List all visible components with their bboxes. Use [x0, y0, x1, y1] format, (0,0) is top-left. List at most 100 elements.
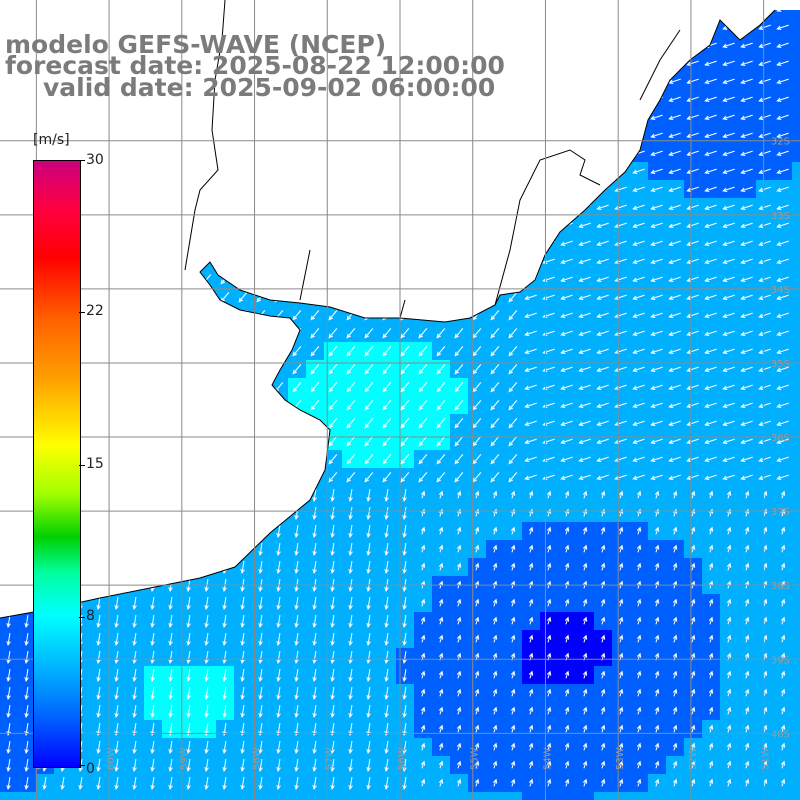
wind-arrow — [632, 222, 645, 228]
wind-arrow — [454, 328, 464, 339]
colorbar-tick: 8 — [86, 608, 95, 624]
wind-arrow — [328, 328, 338, 339]
wind-arrow — [22, 292, 32, 303]
wind-arrow — [292, 166, 302, 177]
wind-arrow — [578, 348, 591, 354]
wind-arrow — [382, 472, 392, 483]
wind-arrow — [614, 60, 627, 66]
wind-arrow — [348, 596, 353, 611]
wind-arrow — [238, 454, 248, 465]
wind-arrow — [596, 312, 609, 318]
wind-arrow — [112, 274, 122, 285]
valid-date: valid date: 2025-09-02 06:00:00 — [43, 73, 496, 102]
wind-arrow — [654, 544, 660, 553]
wind-arrow — [632, 96, 645, 102]
wind-arrow — [112, 130, 122, 141]
wind-arrow — [704, 114, 717, 120]
wind-arrow — [600, 598, 606, 607]
wind-arrow — [112, 346, 122, 357]
wind-arrow — [366, 488, 371, 503]
wind-arrow — [672, 688, 678, 697]
wind-arrow — [310, 328, 320, 339]
wind-arrow — [420, 490, 426, 499]
wind-arrow — [384, 686, 389, 701]
wind-arrow — [508, 184, 518, 195]
wind-arrow — [704, 168, 717, 174]
wind-arrow — [722, 312, 735, 318]
wind-arrow — [418, 220, 428, 231]
wind-arrow — [632, 312, 645, 318]
wind-arrow — [220, 346, 230, 357]
wind-arrow — [166, 130, 176, 141]
wind-arrow — [650, 222, 663, 228]
wind-arrow — [168, 506, 173, 521]
wind-arrow — [274, 130, 284, 141]
wind-arrow — [418, 256, 428, 267]
wind-arrow — [220, 436, 230, 447]
wind-arrow — [310, 166, 320, 177]
wind-arrow — [276, 704, 281, 719]
wind-arrow — [256, 184, 266, 195]
wind-arrow — [722, 114, 735, 120]
wind-arrow — [6, 506, 11, 521]
wind-arrow — [40, 10, 50, 15]
wind-arrow — [22, 148, 32, 159]
wind-arrow — [238, 238, 248, 249]
wind-arrow — [704, 186, 717, 192]
wind-arrow — [258, 704, 263, 719]
wind-arrow — [596, 222, 609, 228]
wind-arrow — [420, 670, 426, 679]
wind-arrow — [758, 330, 771, 336]
wind-arrow — [186, 524, 191, 539]
wind-arrow — [4, 274, 14, 285]
wind-arrow — [328, 382, 338, 393]
wind-arrow — [148, 148, 158, 159]
wind-arrow — [22, 274, 32, 285]
wind-arrow — [58, 10, 68, 15]
wind-arrow — [722, 384, 735, 390]
wind-arrow — [454, 40, 464, 51]
wind-arrow — [740, 24, 753, 30]
wind-arrow — [418, 10, 428, 15]
wind-arrow — [436, 472, 446, 483]
wind-arrow — [166, 400, 176, 411]
wind-arrow — [722, 438, 735, 444]
wind-arrow — [668, 204, 681, 210]
wind-arrow — [508, 256, 518, 267]
wind-arrow — [776, 384, 789, 390]
wind-arrow — [130, 472, 140, 483]
wind-arrow — [346, 220, 356, 231]
wind-arrow — [202, 400, 212, 411]
wind-arrow — [490, 274, 500, 285]
wind-arrow — [112, 472, 122, 483]
wind-arrow — [524, 456, 537, 462]
wind-arrow — [346, 202, 356, 213]
wind-arrow — [114, 650, 119, 665]
wind-arrow — [168, 560, 173, 575]
wind-arrow — [578, 96, 591, 102]
wind-arrow — [632, 276, 645, 282]
wind-arrow — [96, 632, 101, 647]
wind-arrow — [578, 474, 591, 480]
wind-arrow — [510, 526, 516, 535]
wind-arrow — [364, 346, 374, 357]
wind-arrow — [202, 112, 212, 123]
wind-arrow — [614, 96, 627, 102]
wind-arrow — [456, 526, 462, 535]
wind-arrow — [382, 400, 392, 411]
wind-arrow — [636, 670, 642, 679]
wind-arrow — [222, 614, 227, 629]
wind-arrow — [168, 668, 173, 683]
wind-arrow — [596, 24, 609, 30]
wind-arrow — [600, 706, 606, 715]
wind-arrow — [472, 256, 482, 267]
wind-arrow — [6, 560, 11, 575]
wind-arrow — [636, 616, 642, 625]
wind-arrow — [510, 688, 516, 697]
wind-arrow — [490, 40, 500, 51]
wind-arrow — [618, 490, 624, 499]
wind-arrow — [564, 562, 570, 571]
wind-arrow — [220, 148, 230, 159]
wind-arrow — [578, 276, 591, 282]
wind-arrow — [132, 596, 137, 611]
